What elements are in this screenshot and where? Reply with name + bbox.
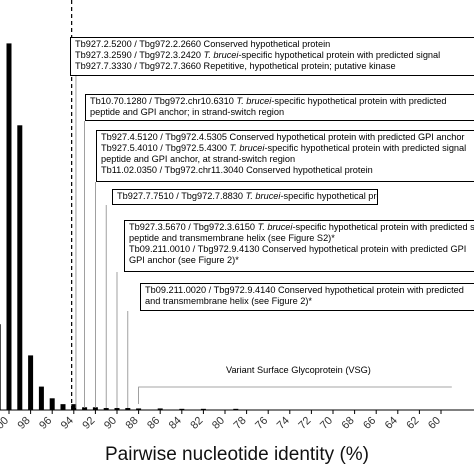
bars-group — [0, 43, 239, 411]
annotation-box: Tb09.211.0020 / Tbg972.9.4140 Conserved … — [140, 283, 474, 311]
annotation-text: Tb927.7.7510 / Tbg972.7.8830 — [117, 191, 246, 201]
annotation-line: Tb09.211.0020 / Tbg972.9.4140 Conserved … — [145, 285, 474, 296]
tick-label: 66 — [361, 415, 378, 432]
annotation-line: Tb927.4.5120 / Tbg972.4.5305 Conserved h… — [101, 132, 474, 143]
tick-label: 70 — [318, 415, 335, 432]
annotation-box: Tb927.3.5670 / Tbg972.3.6150 T. brucei-s… — [124, 220, 474, 272]
bar-88 — [136, 408, 142, 410]
annotation-line: Tb09.211.0010 / Tbg972.9.4130 Conserved … — [129, 244, 474, 255]
tick-label: 96 — [37, 415, 54, 432]
tick-label: 90 — [102, 415, 119, 432]
bar-100 — [6, 43, 12, 411]
annotation-text: peptide and transmembrane helix (see Fig… — [129, 233, 335, 243]
bar-84 — [179, 408, 185, 410]
tick-label: 74 — [275, 415, 292, 432]
annotation-text: Tb927.5.4010 / Tbg972.5.4300 — [101, 143, 230, 153]
species-name: T. brucei — [229, 143, 265, 153]
annotation-text: Tb927.2.5200 / Tbg972.2.2660 Conserved h… — [75, 39, 331, 49]
tick-label: 68 — [340, 415, 357, 432]
annotation-text: Tb11.02.0350 / Tbg972.chr11.3040 Conserv… — [101, 165, 373, 175]
annotation-box: Tb927.2.5200 / Tbg972.2.2660 Conserved h… — [70, 37, 474, 76]
x-axis-label: Pairwise nucleotide identity (%) — [104, 444, 369, 465]
tick-label: 78 — [232, 415, 249, 432]
annotation-line: Tb927.2.5200 / Tbg972.2.2660 Conserved h… — [75, 39, 474, 50]
annotation-brackets — [75, 76, 452, 408]
tick-label: 82 — [188, 415, 205, 432]
tick-label: 94 — [59, 415, 76, 432]
bar-89 — [125, 408, 131, 410]
annotation-text: -specific hypothetical protein with pred… — [238, 50, 441, 60]
annotation-line: Tb927.7.3330 / Tbg972.7.3660 Repetitive,… — [75, 61, 474, 72]
annotation-text: -specific hypothetical protein with pred… — [264, 143, 467, 153]
annotation-text: Variant Surface Glycoprotein (VSG) — [226, 365, 371, 375]
species-name: T. brucei — [245, 191, 281, 201]
tick-label: 84 — [167, 415, 184, 432]
tick-label: 80 — [210, 415, 227, 432]
annotation-line: peptide and GPI anchor, at strand-switch… — [101, 154, 474, 165]
annotation-line: Tb927.7.7510 / Tbg972.7.8830 T. brucei-s… — [117, 191, 377, 202]
tick-label: 100 — [0, 415, 11, 436]
annotation-box: Tb927.7.7510 / Tbg972.7.8830 T. brucei-s… — [112, 189, 378, 205]
annotation-box: Tb927.4.5120 / Tbg972.4.5305 Conserved h… — [96, 130, 474, 182]
annotation-line: peptide and transmembrane helix (see Fig… — [129, 233, 474, 244]
species-name: T. brucei — [236, 96, 272, 106]
tick-label: 86 — [145, 415, 162, 432]
bar-97 — [38, 386, 44, 410]
annotation-line: GPI anchor (see Figure 2)* — [129, 255, 474, 266]
species-name: T. brucei — [257, 222, 293, 232]
annotation-line: Variant Surface Glycoprotein (VSG) — [226, 365, 390, 376]
bar-92 — [92, 407, 98, 410]
tick-label: 88 — [124, 415, 141, 432]
annotation-text: GPI anchor (see Figure 2)* — [129, 255, 239, 265]
annotation-line: Tb927.3.5670 / Tbg972.3.6150 T. brucei-s… — [129, 222, 474, 233]
annotation-text: peptide and GPI anchor; in strand-switch… — [90, 107, 285, 117]
x-axis-ticks: 100 98 96 94 92 90 88 86 84 82 80 78 76 74 72 70 68 66 64 6… — [0, 410, 443, 436]
annotation-line: peptide and GPI anchor; in strand-switch… — [90, 107, 474, 118]
annotation-text: peptide and GPI anchor, at strand-switch… — [101, 154, 296, 164]
bar-99 — [17, 125, 23, 411]
bar-101 — [0, 324, 1, 410]
bar-95 — [60, 404, 66, 410]
annotation-line: Tb11.02.0350 / Tbg972.chr11.3040 Conserv… — [101, 165, 474, 176]
bar-86 — [157, 408, 163, 410]
vsg-bracket — [138, 386, 452, 404]
bar-91 — [103, 408, 109, 410]
annotation-text: -specific hypothetical protein — [280, 191, 377, 201]
annotation-line: Tb10.70.1280 / Tbg972.chr10.6310 T. bruc… — [90, 96, 474, 107]
species-name: T. brucei — [203, 50, 239, 60]
bar-90 — [114, 408, 120, 410]
annotation-line: Tb927.3.2590 / Tbg972.3.2420 T. brucei-s… — [75, 50, 474, 61]
annotation-text: -specific hypothetical protein with pred… — [292, 222, 474, 232]
annotation-text: Tb10.70.1280 / Tbg972.chr10.6310 — [90, 96, 237, 106]
bar-94 — [71, 404, 77, 410]
annotation-line: and transmembrane helix (see Figure 2)* — [145, 296, 474, 307]
annotation-text: and transmembrane helix (see Figure 2)* — [145, 296, 312, 306]
annotation-text: Tb927.3.5670 / Tbg972.3.6150 — [129, 222, 258, 232]
tick-label: 62 — [404, 415, 421, 432]
tick-label: 60 — [426, 415, 443, 432]
annotation-text: Tb09.211.0020 / Tbg972.9.4140 Conserved … — [145, 285, 464, 295]
tick-label: 98 — [16, 415, 33, 432]
annotation-text: Tb927.4.5120 / Tbg972.4.5305 Conserved h… — [101, 132, 465, 142]
tick-label: 72 — [296, 415, 313, 432]
tick-label: 92 — [80, 415, 97, 432]
bar-82 — [200, 408, 206, 410]
annotation-line: Tb927.5.4010 / Tbg972.5.4300 T. brucei-s… — [101, 143, 474, 154]
bar-93 — [82, 407, 88, 410]
annotation-text: Tb927.7.3330 / Tbg972.7.3660 Repetitive,… — [75, 61, 396, 71]
annotation-text: -specific hypothetical protein with pred… — [271, 96, 447, 106]
annotation-text: Tb927.3.2590 / Tbg972.3.2420 — [75, 50, 204, 60]
bar-96 — [49, 398, 55, 410]
annotation-box: Variant Surface Glycoprotein (VSG) — [222, 364, 394, 380]
bar-98 — [28, 355, 34, 410]
annotation-text: Tb09.211.0010 / Tbg972.9.4130 Conserved … — [129, 244, 467, 254]
annotation-box: Tb10.70.1280 / Tbg972.chr10.6310 T. bruc… — [85, 94, 474, 121]
tick-label: 64 — [383, 415, 400, 432]
tick-label: 76 — [253, 415, 270, 432]
bar-79 — [233, 408, 239, 410]
